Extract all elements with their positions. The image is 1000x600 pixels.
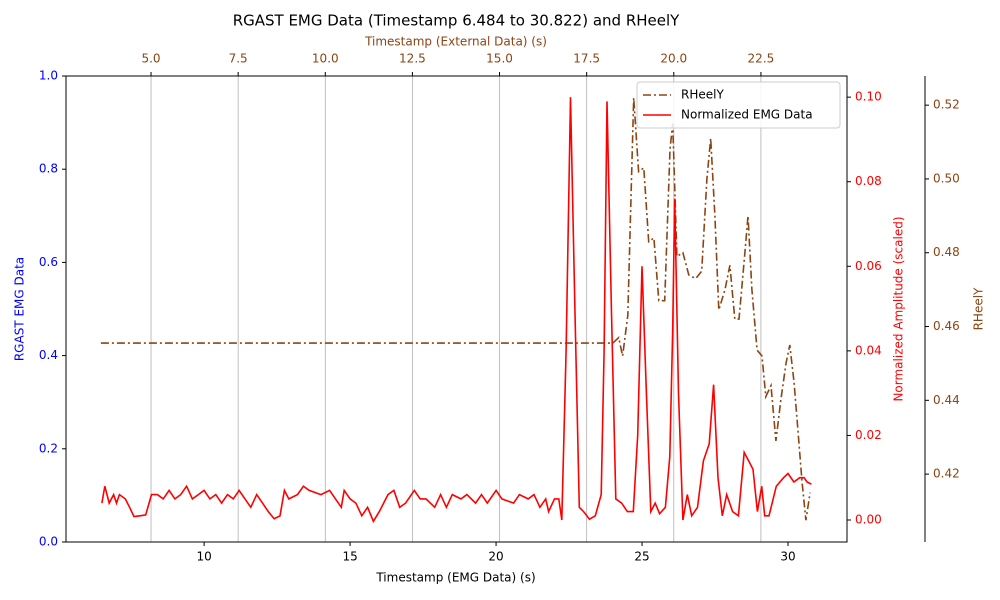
data-line — [101, 97, 812, 524]
x-tick-label: 30 — [780, 550, 795, 564]
x2-tick-label: 12.5 — [399, 52, 426, 66]
legend-box — [636, 81, 841, 129]
y-tick-label: 0.0 — [39, 535, 58, 549]
y-tick-label: 1.0 — [39, 69, 58, 83]
y2-axis-title: Normalized Amplitude (scaled) — [892, 216, 906, 401]
data-line — [100, 97, 811, 521]
chart-title: RGAST EMG Data (Timestamp 6.484 to 30.82… — [233, 12, 680, 30]
y2-tick-label: 0.00 — [855, 513, 882, 527]
y3-tick-label: 0.48 — [933, 245, 960, 259]
y3-axis-title: RHeelY — [972, 287, 986, 330]
y3-tick-label: 0.44 — [933, 393, 960, 407]
x2-tick-label: 20.0 — [660, 52, 687, 66]
x-axis-title: Timestamp (EMG Data) (s) — [375, 571, 535, 585]
y3-tick-label: 0.42 — [933, 467, 960, 481]
y-tick-label: 0.2 — [39, 441, 58, 455]
y2-tick-label: 0.04 — [855, 343, 882, 357]
x-tick-label: 15 — [342, 550, 357, 564]
y-axis-title: RGAST EMG Data — [13, 257, 27, 361]
x-tick-label: 20 — [488, 550, 503, 564]
y3-tick-label: 0.52 — [933, 98, 960, 112]
x2-tick-label: 22.5 — [748, 52, 775, 66]
y2-tick-label: 0.06 — [855, 259, 882, 273]
x2-axis-title: Timestamp (External Data) (s) — [364, 35, 547, 49]
legend-label: RHeelY — [681, 88, 724, 102]
y3-tick-label: 0.50 — [933, 171, 960, 185]
y2-tick-label: 0.10 — [855, 90, 882, 104]
x-tick-label: 25 — [634, 550, 649, 564]
y-tick-label: 0.8 — [39, 162, 58, 176]
y2-tick-label: 0.02 — [855, 428, 882, 442]
x2-tick-label: 5.0 — [141, 52, 160, 66]
x-tick-label: 10 — [196, 550, 211, 564]
y-tick-label: 0.4 — [39, 348, 58, 362]
x2-tick-label: 7.5 — [229, 52, 248, 66]
legend-label: Normalized EMG Data — [681, 108, 813, 122]
y-tick-label: 0.6 — [39, 255, 58, 269]
y3-tick-label: 0.46 — [933, 319, 960, 333]
x2-tick-label: 10.0 — [312, 52, 339, 66]
y2-tick-label: 0.08 — [855, 174, 882, 188]
plot-frame — [65, 75, 848, 543]
x2-tick-label: 15.0 — [486, 52, 513, 66]
x2-tick-label: 17.5 — [573, 52, 600, 66]
